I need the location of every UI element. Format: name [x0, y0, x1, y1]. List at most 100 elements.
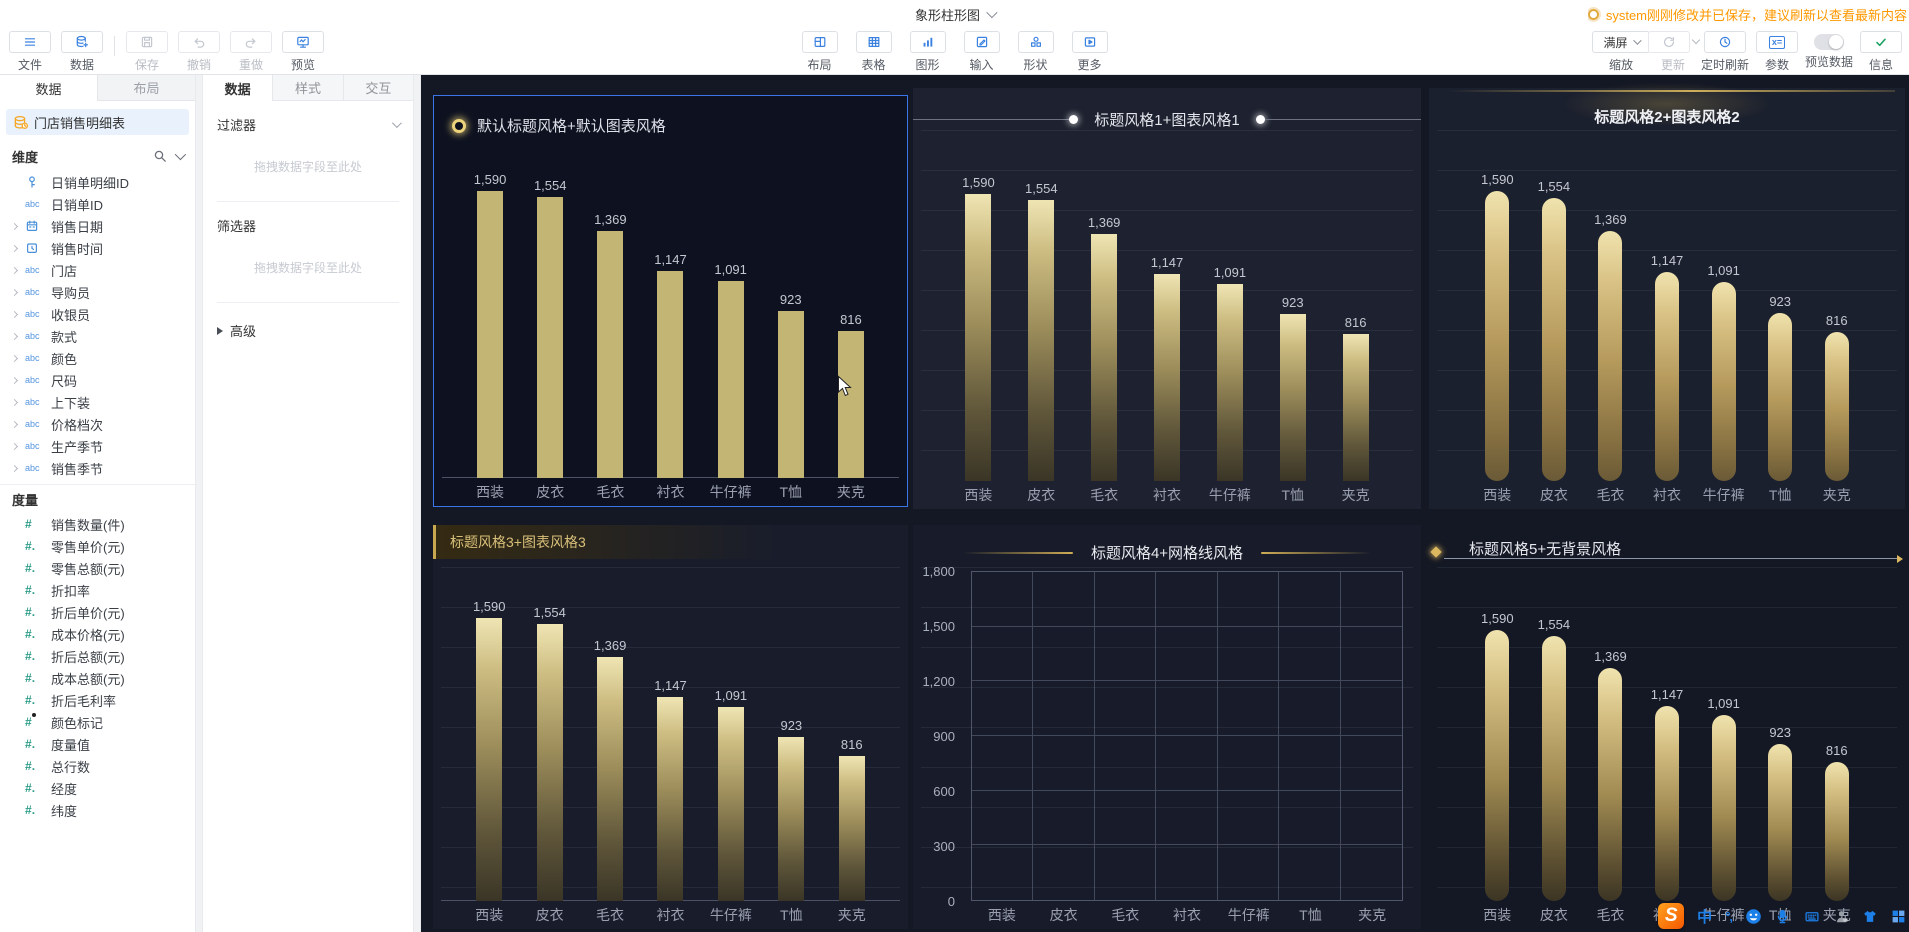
toolbar-button-缩放[interactable]: 满屏 缩放	[1592, 31, 1650, 73]
dimension-field-收银员[interactable]: abc 收银员	[0, 303, 195, 325]
measure-field-折后总额(元)[interactable]: #. 折后总额(元)	[0, 645, 195, 667]
measure-field-颜色标记[interactable]: # 颜色标记	[0, 711, 195, 733]
ime-grid-icon[interactable]	[1891, 909, 1906, 924]
bar-T恤	[778, 737, 805, 901]
preview-data-toggle[interactable]	[1814, 34, 1844, 50]
dimension-field-尺码[interactable]: abc 尺码	[0, 369, 195, 391]
dimension-field-日销单ID[interactable]: abc 日销单ID	[0, 193, 195, 215]
measure-field-度量值[interactable]: #. 度量值	[0, 733, 195, 755]
toolbar-button-文件[interactable]: 文件	[4, 31, 56, 73]
toolbar-button-布局[interactable]: 布局	[793, 31, 847, 73]
ime-punctuation-icon[interactable]: °,	[1725, 908, 1733, 924]
bar-value-label: 1,091	[714, 688, 748, 703]
toolbar-button-更多[interactable]: 更多	[1063, 31, 1117, 73]
sidebar-tab-data[interactable]: 数据	[0, 75, 97, 101]
sidebar-tab-layout[interactable]: 布局	[97, 75, 195, 101]
measure-field-成本价格(元)[interactable]: #. 成本价格(元)	[0, 623, 195, 645]
bar-西装	[476, 618, 503, 901]
bar-牛仔裤	[717, 281, 744, 478]
inspector-tab-interaction[interactable]: 交互	[342, 75, 413, 101]
toolbar-button-更新[interactable]: 更新	[1647, 31, 1700, 73]
inspector-tab-style[interactable]: 样式	[272, 75, 343, 101]
zoom-value: 满屏	[1603, 35, 1628, 50]
chart-panel-5[interactable]: 标题风格4+网格线风格 1,800 1,500 1,200 900 600 300 0 西装 皮…	[913, 525, 1421, 929]
toolbar-button-保存[interactable]: 保存	[121, 31, 173, 73]
expand-chevron-icon	[10, 266, 19, 274]
toolbar-button-参数[interactable]: x= 参数	[1751, 31, 1803, 73]
chart-panel-3[interactable]: 标题风格2+图表风格2 1,590 1,554 1,369 1,147 1,091 923…	[1429, 82, 1905, 509]
design-canvas[interactable]: 默认标题风格+默认图表风格 1,590 1,554 1,369 1,147 1,091 9…	[421, 75, 1909, 932]
dimension-field-导购员[interactable]: abc 导购员	[0, 281, 195, 303]
toolbar-button-数据[interactable]: 数据	[56, 31, 108, 73]
inspector-scrollbar[interactable]	[413, 75, 421, 932]
dimension-field-价格档次[interactable]: abc 价格档次	[0, 413, 195, 435]
toolbar-button-预览数据[interactable]: 预览数据	[1803, 31, 1855, 70]
bar-value-label: 816	[840, 312, 862, 327]
dimension-field-颜色[interactable]: abc 颜色	[0, 347, 195, 369]
tab-label: 交互	[365, 81, 392, 96]
chart-panel-4[interactable]: 标题风格3+图表风格3 1,590 1,554 1,369 1,147 1,091 923…	[433, 525, 908, 929]
measure-field-零售总额(元)[interactable]: #. 零售总额(元)	[0, 557, 195, 579]
chevron-down-icon[interactable]	[174, 148, 187, 161]
toolbar-button-表格[interactable]: 表格	[847, 31, 901, 73]
zoom-dropdown[interactable]: 满屏	[1592, 31, 1650, 53]
dimension-list: 日销单明细ID abc 日销单ID 销售日期 销售时间 abc 门店 abc 导…	[0, 171, 195, 479]
measure-field-总行数[interactable]: #. 总行数	[0, 755, 195, 777]
ime-chinese-mode-icon[interactable]: 中	[1697, 908, 1713, 926]
ime-keyboard-icon[interactable]	[1803, 909, 1821, 924]
toolbar-button-重做[interactable]: 重做	[225, 31, 277, 73]
ime-smiley-icon[interactable]	[1745, 908, 1762, 925]
measure-field-成本总额(元)[interactable]: #. 成本总额(元)	[0, 667, 195, 689]
sogou-logo-icon[interactable]: S	[1658, 903, 1685, 929]
y-axis-tick: 300	[933, 838, 955, 854]
chart-title: 标题风格4+网格线风格	[913, 525, 1421, 567]
toolbar-button-撤销[interactable]: 撤销	[173, 31, 225, 73]
advanced-section-toggle[interactable]: 高级	[203, 303, 413, 358]
measure-field-零售单价(元)[interactable]: #. 零售单价(元)	[0, 535, 195, 557]
dimension-field-上下装[interactable]: abc 上下装	[0, 391, 195, 413]
chart-panel-1[interactable]: 默认标题风格+默认图表风格 1,590 1,554 1,369 1,147 1,091 9…	[433, 95, 908, 507]
dimension-field-销售时间[interactable]: 销售时间	[0, 237, 195, 259]
sidebar-scrollbar[interactable]	[195, 75, 203, 932]
search-icon[interactable]	[153, 149, 167, 163]
toolbar-button-图形[interactable]: 图形	[901, 31, 955, 73]
bar-牛仔裤	[1711, 715, 1736, 901]
bar-value-label: 1,091	[1707, 696, 1740, 711]
bar-衬衣	[1655, 706, 1680, 901]
toolbar-button-定时刷新[interactable]: 定时刷新	[1699, 31, 1751, 73]
expand-chevron-icon	[10, 398, 19, 406]
field-label: 折扣率	[51, 583, 91, 599]
toolbar-button-输入[interactable]: 输入	[955, 31, 1009, 73]
save-icon	[126, 31, 168, 53]
measure-field-纬度[interactable]: #. 纬度	[0, 799, 195, 821]
ime-shirt-icon[interactable]	[1862, 909, 1878, 924]
filter-dropzone[interactable]: 拖拽数据字段至此处	[253, 160, 362, 174]
dimension-field-销售日期[interactable]: 销售日期	[0, 215, 195, 237]
bar-value-label: 1,554	[1537, 179, 1571, 194]
toolbar-button-信息[interactable]: 信息	[1855, 31, 1907, 73]
measure-field-折后单价(元)[interactable]: #. 折后单价(元)	[0, 601, 195, 623]
toolbar-button-形状[interactable]: 形状	[1009, 31, 1063, 73]
dimension-field-门店[interactable]: abc 门店	[0, 259, 195, 281]
toolbar-button-预览[interactable]: 预览	[277, 31, 329, 73]
dimension-field-销售季节[interactable]: abc 销售季节	[0, 457, 195, 479]
chart-panel-6[interactable]: 标题风格5+无背景风格 1,590 1,554 1,369 1,147 1,091 923…	[1429, 525, 1905, 929]
measure-field-经度[interactable]: #. 经度	[0, 777, 195, 799]
field-label: 销售数量(件)	[51, 517, 125, 533]
ime-person-icon[interactable]	[1834, 909, 1849, 924]
field-label: 折后单价(元)	[51, 605, 125, 621]
measure-field-销售数量(件)[interactable]: # 销售数量(件)	[0, 513, 195, 535]
dimension-field-日销单明细ID[interactable]: 日销单明细ID	[0, 171, 195, 193]
dimension-field-款式[interactable]: abc 款式	[0, 325, 195, 347]
chart-panel-2[interactable]: 标题风格1+图表风格1 1,590 1,554 1,369 1,147 1,091 923…	[913, 88, 1422, 509]
measure-field-折扣率[interactable]: #. 折扣率	[0, 579, 195, 601]
selector-dropzone[interactable]: 拖拽数据字段至此处	[253, 261, 362, 275]
field-label: 收银员	[51, 307, 91, 323]
ime-mic-icon[interactable]	[1775, 908, 1790, 925]
dimension-field-生产季节[interactable]: abc 生产季节	[0, 435, 195, 457]
dataset-item[interactable]: 门店销售明细表	[6, 109, 189, 135]
chevron-down-icon[interactable]	[391, 118, 402, 129]
measure-field-折后毛利率[interactable]: #. 折后毛利率	[0, 689, 195, 711]
document-title[interactable]: 象形柱形图	[915, 0, 998, 28]
inspector-tab-data[interactable]: 数据	[203, 75, 273, 101]
